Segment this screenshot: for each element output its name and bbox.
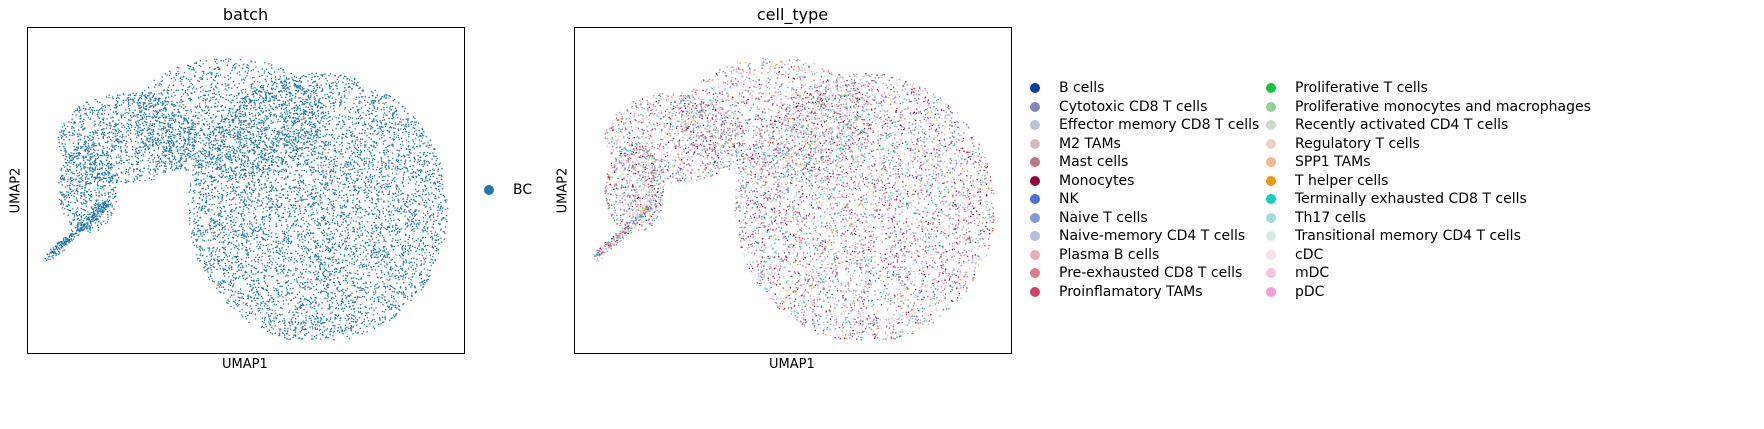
scatter-series-13	[606, 62, 994, 338]
legend-marker	[1266, 194, 1276, 204]
legend-marker	[1030, 120, 1040, 130]
legend-label: cDC	[1295, 246, 1324, 263]
scatter-series-3	[600, 69, 984, 317]
legend-label: Plasma B cells	[1059, 246, 1160, 263]
legend-marker	[1266, 83, 1276, 93]
legend-label: Mast cells	[1059, 154, 1129, 170]
legend-marker	[1030, 286, 1040, 297]
batch-scatter-plot	[27, 27, 465, 354]
legend-label: Terminally exhausted CD8 T cells	[1295, 191, 1527, 207]
batch-x-axis-label: UMAP1	[222, 357, 268, 372]
legend-marker	[1266, 120, 1276, 130]
legend-marker	[1030, 249, 1040, 260]
cell-type-x-axis-label: UMAP1	[769, 357, 815, 372]
batch-umap-points	[44, 58, 449, 341]
scatter-series-1	[595, 60, 994, 339]
legend-marker	[1030, 194, 1040, 204]
scatter-series-17	[607, 59, 994, 340]
batch-y-axis-label: UMAP2	[8, 167, 24, 214]
legend-label: M2 TAMs	[1059, 135, 1121, 152]
legend-label: Proliferative monocytes and macrophages	[1295, 98, 1591, 115]
legend-label: Th17 cells	[1295, 209, 1367, 226]
legend-marker	[1266, 157, 1276, 167]
legend-marker	[1266, 231, 1276, 241]
legend-marker	[1030, 268, 1040, 278]
legend-marker	[1030, 138, 1040, 149]
scatter-series-20	[602, 62, 992, 336]
legend-label: Naive T cells	[1059, 209, 1148, 226]
legend-label: T helper cells	[1295, 172, 1389, 189]
legend-label: Proliferative T cells	[1295, 80, 1428, 96]
legend-label: Regulatory T cells	[1295, 135, 1420, 152]
scatter-series-21	[613, 63, 986, 335]
scatter-series-18	[593, 63, 991, 339]
scatter-series-0	[44, 58, 449, 341]
legend-label: pDC	[1295, 283, 1325, 300]
legend-marker	[484, 185, 494, 195]
scatter-series-9	[615, 67, 994, 337]
legend-marker	[1030, 83, 1040, 93]
legend-label: Monocytes	[1059, 172, 1135, 189]
cell-type-scatter-plot	[574, 27, 1012, 354]
legend-marker	[1030, 231, 1040, 241]
legend-label: BC	[513, 182, 533, 198]
legend-label: Effector memory CD8 T cells	[1059, 117, 1260, 133]
legend-marker	[1266, 286, 1276, 297]
legend-label: Cytotoxic CD8 T cells	[1059, 98, 1208, 115]
legend-label: Naive-memory CD4 T cells	[1059, 228, 1246, 244]
cell-type-panel-title: cell_type	[756, 5, 829, 24]
legend-label: Pre-exhausted CD8 T cells	[1059, 265, 1243, 281]
legend-marker	[1030, 175, 1040, 186]
legend-marker	[1266, 175, 1276, 186]
scatter-series-11	[594, 59, 995, 341]
scatter-series-10	[596, 58, 995, 339]
legend-label: Proinflamatory TAMs	[1059, 283, 1203, 300]
scatter-series-6	[605, 62, 992, 341]
scatter-series-14	[597, 57, 987, 339]
scatter-series-16	[600, 59, 993, 339]
scatter-series-23	[597, 64, 972, 337]
cell-type-y-axis-label: UMAP2	[555, 167, 571, 214]
legend-marker	[1266, 249, 1276, 260]
legend-label: Transitional memory CD4 T cells	[1295, 228, 1521, 244]
scatter-series-22	[622, 74, 966, 334]
scatter-series-7	[596, 57, 993, 340]
legend-label: Recently activated CD4 T cells	[1295, 117, 1509, 133]
legend-marker	[1030, 157, 1040, 167]
legend-label: NK	[1059, 191, 1079, 207]
legend-marker	[1030, 101, 1040, 112]
legend-marker	[1266, 268, 1276, 278]
legend-marker	[1266, 138, 1276, 149]
legend-label: B cells	[1059, 80, 1105, 96]
legend-label: mDC	[1295, 265, 1330, 281]
legend-marker	[1030, 212, 1040, 223]
legend-label: SPP1 TAMs	[1295, 154, 1371, 170]
cell-type-umap-points	[593, 57, 995, 341]
batch-panel-title: batch	[222, 5, 269, 24]
legend-marker	[1266, 212, 1276, 223]
legend-marker	[1266, 101, 1276, 112]
